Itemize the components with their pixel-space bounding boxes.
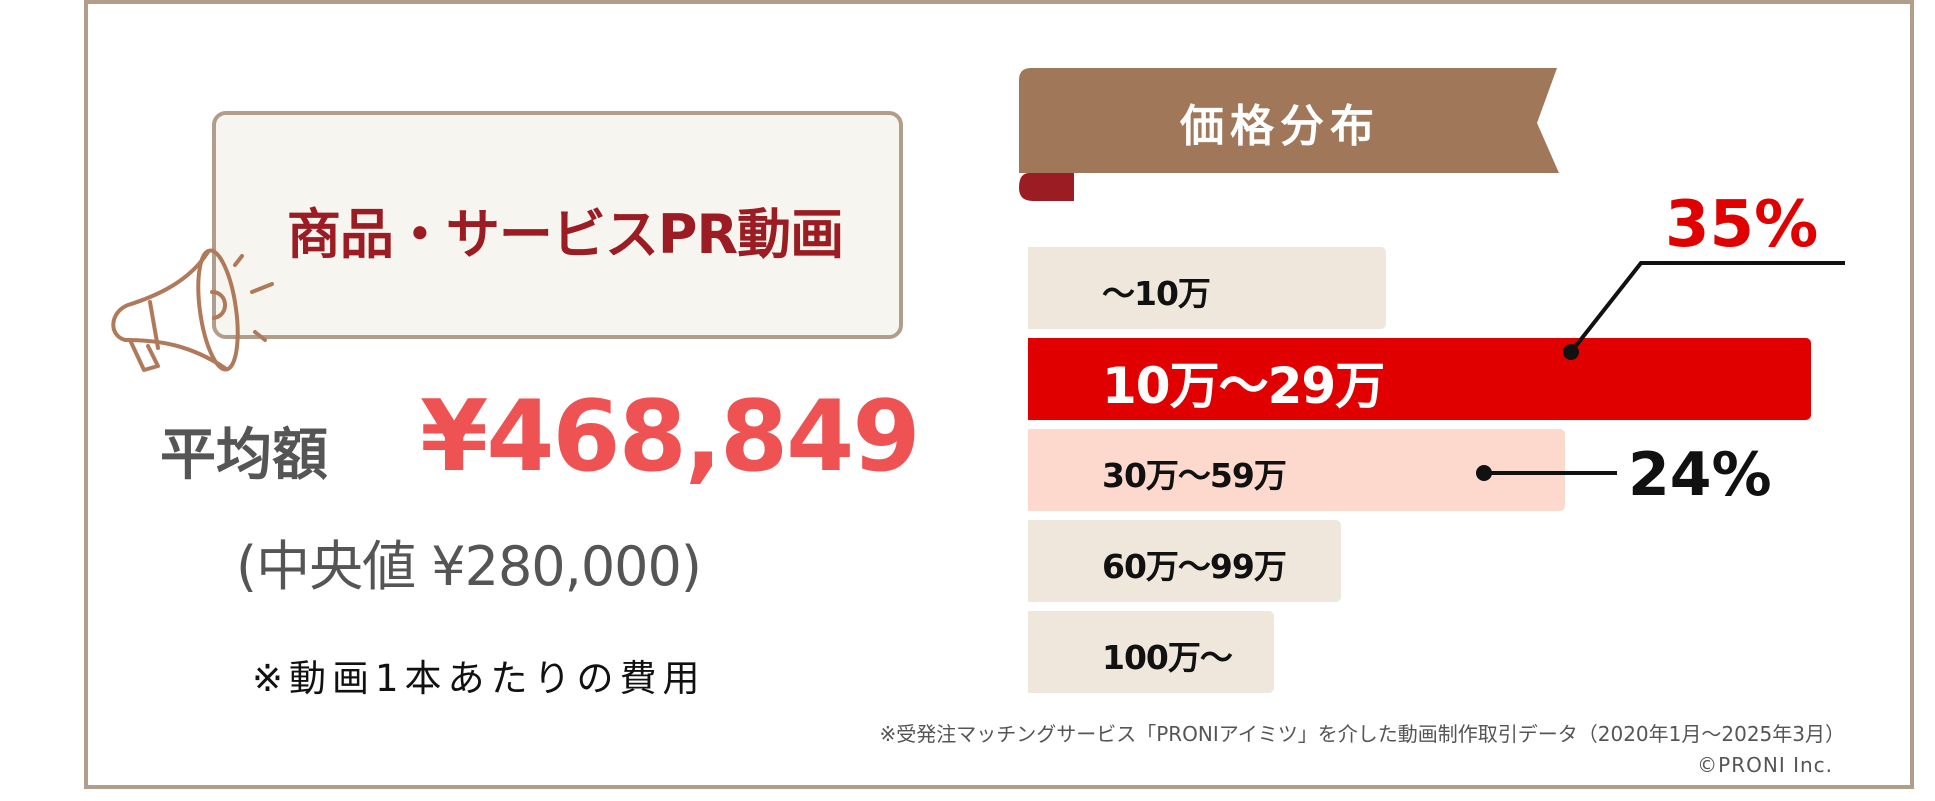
- median-value: (中央値 ¥280,000): [236, 535, 702, 598]
- chart-title-banner: [1019, 68, 1559, 201]
- footnote: ※受発注マッチングサービス「PRONIアイミツ」を介した動画制作取引データ（20…: [879, 722, 1845, 746]
- bar-0: [1028, 247, 1386, 329]
- data-label-24: 24%: [1628, 440, 1772, 510]
- data-label-35: 35%: [1665, 188, 1819, 262]
- bar-label-3: 60万〜99万: [1102, 547, 1287, 586]
- chart-title: 価格分布: [1180, 101, 1380, 152]
- bar-label-1: 10万〜29万: [1102, 357, 1385, 415]
- title-box: [212, 111, 903, 339]
- copyright: ©PRONI Inc.: [1697, 753, 1833, 777]
- average-label: 平均額: [160, 423, 328, 488]
- cost-note: ※動画1本あたりの費用: [252, 657, 706, 700]
- average-value: ¥468,849: [420, 380, 921, 494]
- bar-2: [1028, 429, 1565, 511]
- bar-3: [1028, 520, 1342, 602]
- megaphone-icon: [111, 248, 274, 372]
- title: 商品・サービスPR動画: [286, 203, 844, 266]
- bar-4: [1028, 611, 1275, 693]
- bar-label-0: 〜10万: [1102, 274, 1211, 313]
- bar-label-2: 30万〜59万: [1102, 456, 1287, 495]
- infographic-frame: [84, 0, 1914, 789]
- bar-label-4: 100万〜: [1102, 638, 1233, 677]
